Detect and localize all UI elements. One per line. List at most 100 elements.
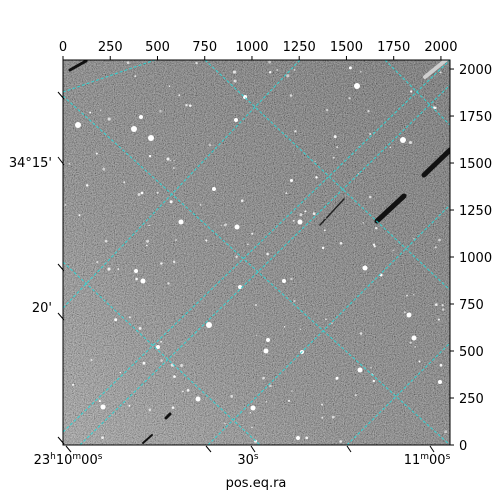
faint-star bbox=[205, 239, 208, 242]
right-tick-label-1: 250 bbox=[459, 392, 484, 407]
top-tick-label-7: 1750 bbox=[377, 40, 410, 55]
faint-star bbox=[285, 192, 288, 195]
faint-star bbox=[117, 268, 120, 271]
faint-star bbox=[185, 104, 188, 107]
faint-star bbox=[293, 299, 296, 303]
faint-star bbox=[293, 68, 296, 71]
bright-star-12 bbox=[411, 335, 417, 341]
faint-star bbox=[348, 66, 352, 70]
top-tick-label-3: 750 bbox=[192, 40, 217, 55]
faint-star bbox=[173, 159, 175, 162]
faint-star bbox=[235, 255, 238, 258]
faint-star bbox=[367, 110, 370, 113]
right-tick-label-2: 500 bbox=[459, 345, 484, 360]
faint-star bbox=[442, 308, 445, 311]
bright-star-20 bbox=[250, 405, 256, 411]
faint-star bbox=[408, 140, 413, 145]
faint-star bbox=[325, 318, 327, 320]
top-tick-label-8: 2000 bbox=[424, 40, 457, 55]
faint-star bbox=[438, 238, 441, 242]
faint-star bbox=[354, 394, 357, 397]
bright-star-15 bbox=[266, 338, 270, 342]
faint-star bbox=[169, 159, 171, 162]
bright-star-8 bbox=[362, 265, 368, 271]
faint-star bbox=[418, 360, 421, 363]
faint-star bbox=[325, 109, 329, 112]
faint-star bbox=[434, 246, 437, 249]
faint-star bbox=[226, 223, 228, 226]
right-y-axis: 0 250 500 750 1000 1250 1500 1750 2000 bbox=[450, 63, 492, 454]
plot-frame bbox=[62, 59, 451, 446]
faint-star bbox=[362, 222, 364, 224]
faint-star bbox=[289, 178, 294, 183]
right-tick-label-4: 1000 bbox=[459, 251, 492, 266]
faint-star bbox=[266, 252, 269, 256]
bright-star-29 bbox=[134, 269, 138, 273]
bright-star-22 bbox=[438, 380, 442, 384]
bright-star-25 bbox=[139, 115, 143, 119]
faint-star bbox=[166, 157, 170, 161]
faint-star bbox=[262, 376, 265, 380]
bright-star-28 bbox=[238, 285, 242, 289]
grid-line-0 bbox=[63, 60, 156, 93]
faint-star bbox=[292, 219, 295, 222]
faint-star bbox=[156, 191, 159, 194]
faint-star bbox=[265, 400, 268, 403]
bright-star-7 bbox=[297, 219, 303, 225]
faint-star bbox=[392, 249, 395, 252]
faint-star bbox=[403, 311, 406, 314]
faint-star bbox=[299, 213, 303, 217]
faint-star bbox=[134, 75, 137, 77]
faint-star bbox=[98, 400, 101, 403]
bright-star-5 bbox=[178, 219, 184, 225]
bright-star-6 bbox=[234, 224, 240, 230]
faint-star bbox=[178, 94, 181, 97]
ra-label-3: 11m00s bbox=[404, 452, 451, 468]
right-tick-label-5: 1250 bbox=[459, 204, 492, 219]
faint-star bbox=[373, 245, 376, 248]
bright-star-17 bbox=[357, 367, 363, 373]
faint-star bbox=[336, 146, 338, 148]
faint-star bbox=[321, 246, 325, 250]
faint-star bbox=[101, 436, 104, 439]
faint-star bbox=[159, 109, 162, 113]
faint-star bbox=[360, 71, 362, 73]
faint-star bbox=[78, 214, 81, 217]
faint-star bbox=[107, 117, 111, 121]
faint-star bbox=[175, 239, 177, 241]
faint-star bbox=[160, 340, 163, 343]
faint-star bbox=[123, 181, 126, 184]
bright-star-3 bbox=[354, 83, 360, 89]
grid-line-3 bbox=[79, 84, 450, 445]
faint-star bbox=[232, 70, 237, 74]
faint-star bbox=[128, 316, 131, 319]
faint-star bbox=[148, 154, 152, 158]
faint-star bbox=[247, 243, 249, 246]
top-tick-label-1: 250 bbox=[98, 40, 123, 55]
faint-star bbox=[114, 318, 118, 322]
faint-star bbox=[369, 195, 372, 199]
faint-star bbox=[169, 200, 173, 204]
bright-star-10 bbox=[206, 322, 212, 328]
bright-star-23 bbox=[212, 187, 216, 191]
right-tick-label-6: 1500 bbox=[459, 157, 492, 172]
faint-star bbox=[189, 104, 192, 107]
star-field bbox=[64, 60, 448, 443]
faint-star bbox=[199, 204, 202, 206]
faint-star bbox=[251, 426, 253, 429]
right-tick-label-0: 0 bbox=[459, 439, 467, 454]
faint-star bbox=[249, 412, 251, 414]
faint-star bbox=[223, 422, 226, 425]
top-tick-label-2: 500 bbox=[145, 40, 170, 55]
bright-star-18 bbox=[100, 404, 106, 410]
grid-line-2 bbox=[63, 60, 450, 433]
faint-star bbox=[64, 204, 67, 206]
bright-star-1 bbox=[131, 126, 137, 132]
faint-star bbox=[315, 176, 318, 179]
faint-star bbox=[233, 79, 237, 83]
faint-star bbox=[95, 152, 98, 155]
bright-star-13 bbox=[263, 348, 269, 354]
faint-star bbox=[439, 71, 442, 74]
faint-star bbox=[331, 415, 335, 419]
faint-star bbox=[314, 160, 316, 163]
